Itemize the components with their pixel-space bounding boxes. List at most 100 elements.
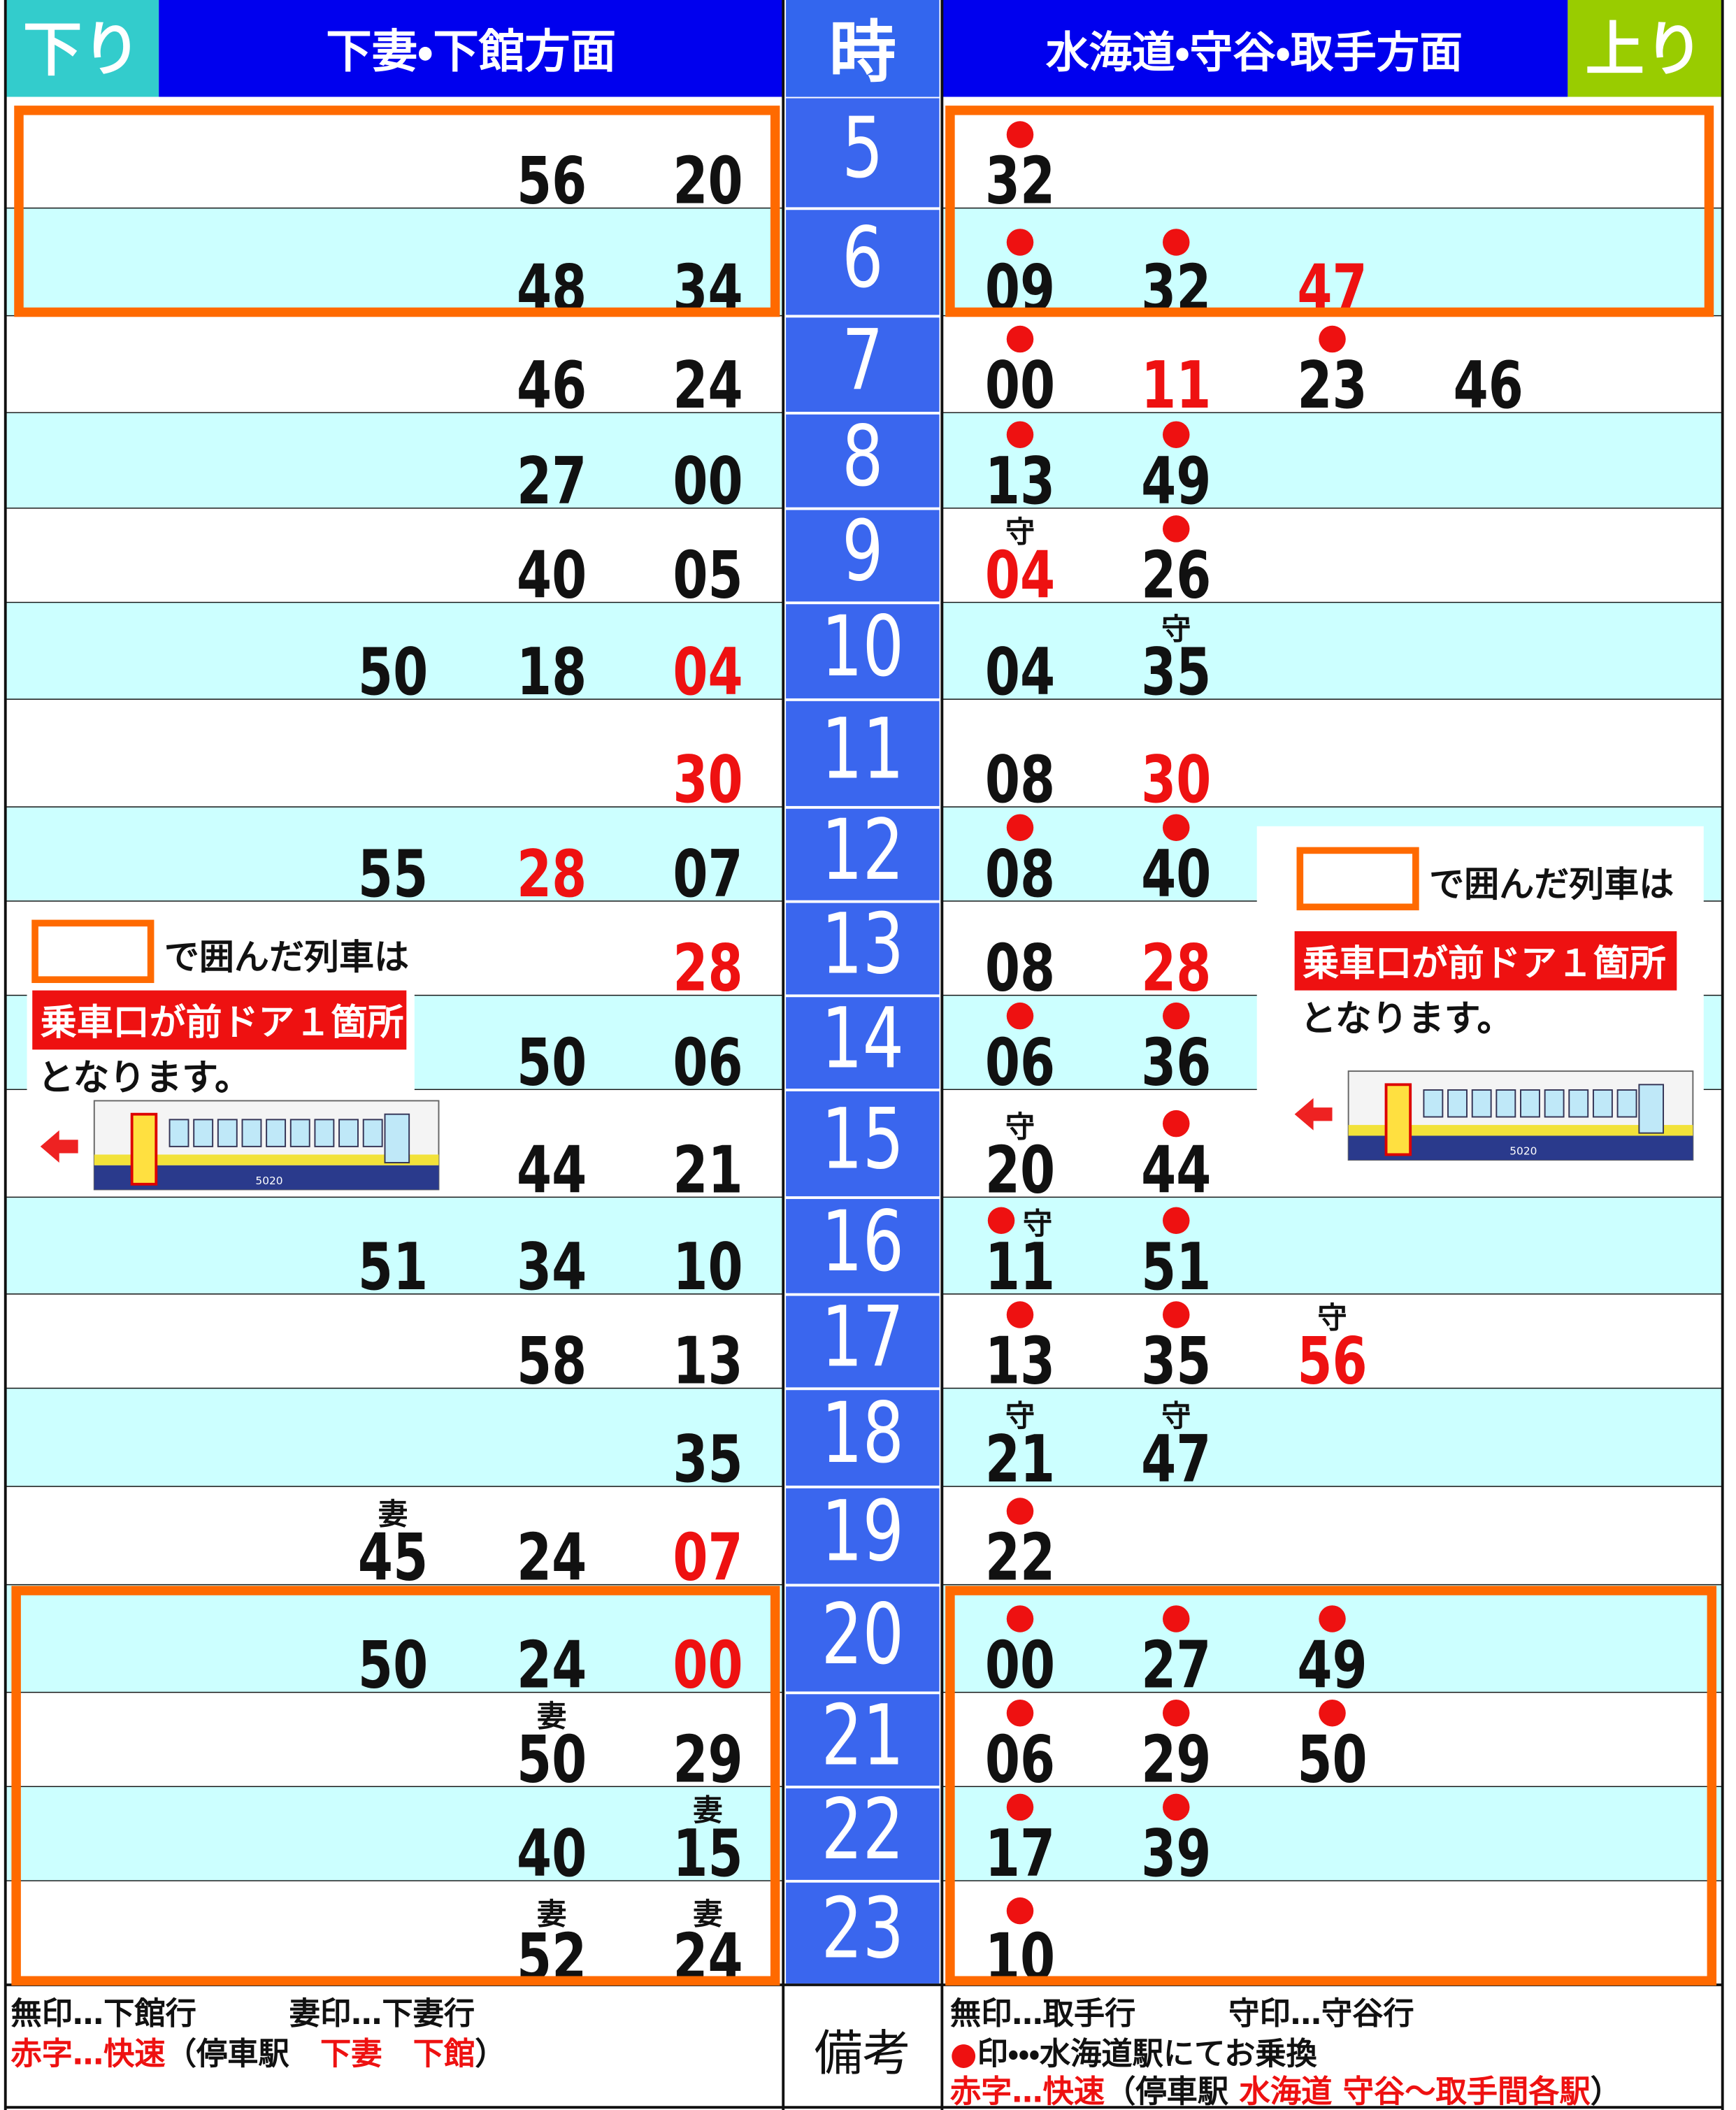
departure-time: 47 [1141,1421,1211,1497]
transfer-dot [1006,1897,1034,1925]
train-window [1616,1089,1637,1118]
train-door [1638,1084,1664,1134]
destination-mark: 妻 [378,1498,408,1532]
row-bg [942,1294,1723,1389]
transfer-dot [1319,1699,1346,1727]
train-window [1568,1089,1589,1118]
row-bg [5,807,784,902]
departure-time: 50 [1297,1721,1367,1797]
row-bg [942,1585,1723,1693]
note-swatch [1296,847,1419,911]
hour: 20 [822,1587,904,1684]
row-bg [5,603,784,700]
transfer-dot [1006,1605,1034,1632]
hour-cell [786,1488,940,1584]
train-window [217,1119,238,1147]
hour: 19 [822,1484,904,1580]
hour: 9 [842,503,883,600]
note-text: 乗車口が前ドア１箇所 [41,1002,404,1044]
departure-time: 44 [517,1132,587,1207]
train-window [1471,1089,1492,1118]
hour: 17 [822,1289,904,1386]
footer-text: 下妻 下館 [320,2037,475,2072]
transfer-dot [1163,515,1190,543]
hour-cell [786,997,940,1089]
down-label: 下り [23,15,141,84]
note-swatch [31,919,155,984]
departure-time: 56 [517,143,587,219]
remarks-label: 備考 [815,2025,912,2081]
transfer-dot [1006,229,1034,256]
footer-text: 印・・・水海道駅にてお乗換 [977,2037,1318,2072]
departure-time: 39 [1141,1816,1211,1891]
footer-text: 水海道 守谷～取手間各駅 [1239,2074,1591,2109]
row-bg [5,1693,784,1788]
departure-time: 46 [1454,347,1523,423]
row-bg [942,1486,1723,1586]
departure-time: 13 [985,443,1055,519]
row-bg [5,1881,784,1985]
departure-time: 15 [673,1816,743,1891]
train-door [384,1113,410,1163]
footer-text: ） [475,2037,505,2072]
transfer-dot [1006,421,1034,448]
highlight-box [14,106,780,317]
highlight-boxes [11,106,1717,1986]
departure-time: 06 [673,1024,743,1100]
row-bg [5,412,784,509]
row-bg [5,208,784,317]
departure-time: 24 [517,1520,587,1595]
row-bg [942,508,1723,603]
departure-time: 22 [985,1520,1055,1595]
transfer-dot [1006,1793,1034,1821]
highlight-box [945,106,1714,317]
footer-text: ● [950,2037,977,2072]
train-window [266,1119,287,1147]
departure-time: 21 [673,1132,743,1207]
transfer-dot [1163,1699,1190,1727]
row-bg [942,412,1723,509]
departure-time: 20 [673,143,743,219]
hour-cell [786,1694,940,1786]
note-text: で囲んだ列車は [1429,864,1674,905]
transfer-dot [1006,1498,1034,1525]
departure-time: 04 [985,538,1055,613]
departure-time: 27 [1141,1628,1211,1703]
departure-time: 24 [517,1628,587,1703]
departure-time: 23 [1297,347,1367,423]
hour-cell [786,414,940,508]
hour: 18 [822,1386,904,1482]
train-door [1384,1083,1412,1156]
footer-text: （停車駅 [1105,2074,1239,2109]
departure-time: 50 [517,1721,587,1797]
departure-time: 17 [985,1816,1055,1891]
destination-mark: 守 [1317,1301,1347,1335]
destination-mark: 守 [1161,1399,1191,1433]
train-window [1592,1089,1613,1118]
row-bg [5,1486,784,1586]
notes: で囲んだ列車は乗車口が前ドア１箇所となります。5020で囲んだ列車は乗車口が前ド… [27,826,1704,1191]
hour: 11 [822,701,904,798]
hour-cell [786,808,940,900]
train-window [1520,1089,1540,1118]
departure-time: 28 [517,836,587,912]
hour-cell [786,1882,940,1984]
destination-mark: 妻 [537,1897,566,1931]
hour: 5 [842,101,883,197]
departure-time: 08 [985,836,1055,912]
transfer-dot [1163,229,1190,256]
departure-time: 29 [1141,1721,1211,1797]
departure-time: 36 [1141,1024,1211,1100]
transfer-dot [1006,1699,1034,1727]
departure-time: 05 [673,538,743,613]
destination-mark: 守 [1005,1399,1035,1433]
destination-mark: 守 [1023,1207,1052,1241]
train-window [362,1119,383,1147]
row-bg [942,1881,1723,1985]
hour: 22 [822,1782,904,1879]
hour: 15 [822,1091,904,1188]
departure-time: 21 [985,1421,1055,1497]
departure-time: 04 [673,634,743,710]
